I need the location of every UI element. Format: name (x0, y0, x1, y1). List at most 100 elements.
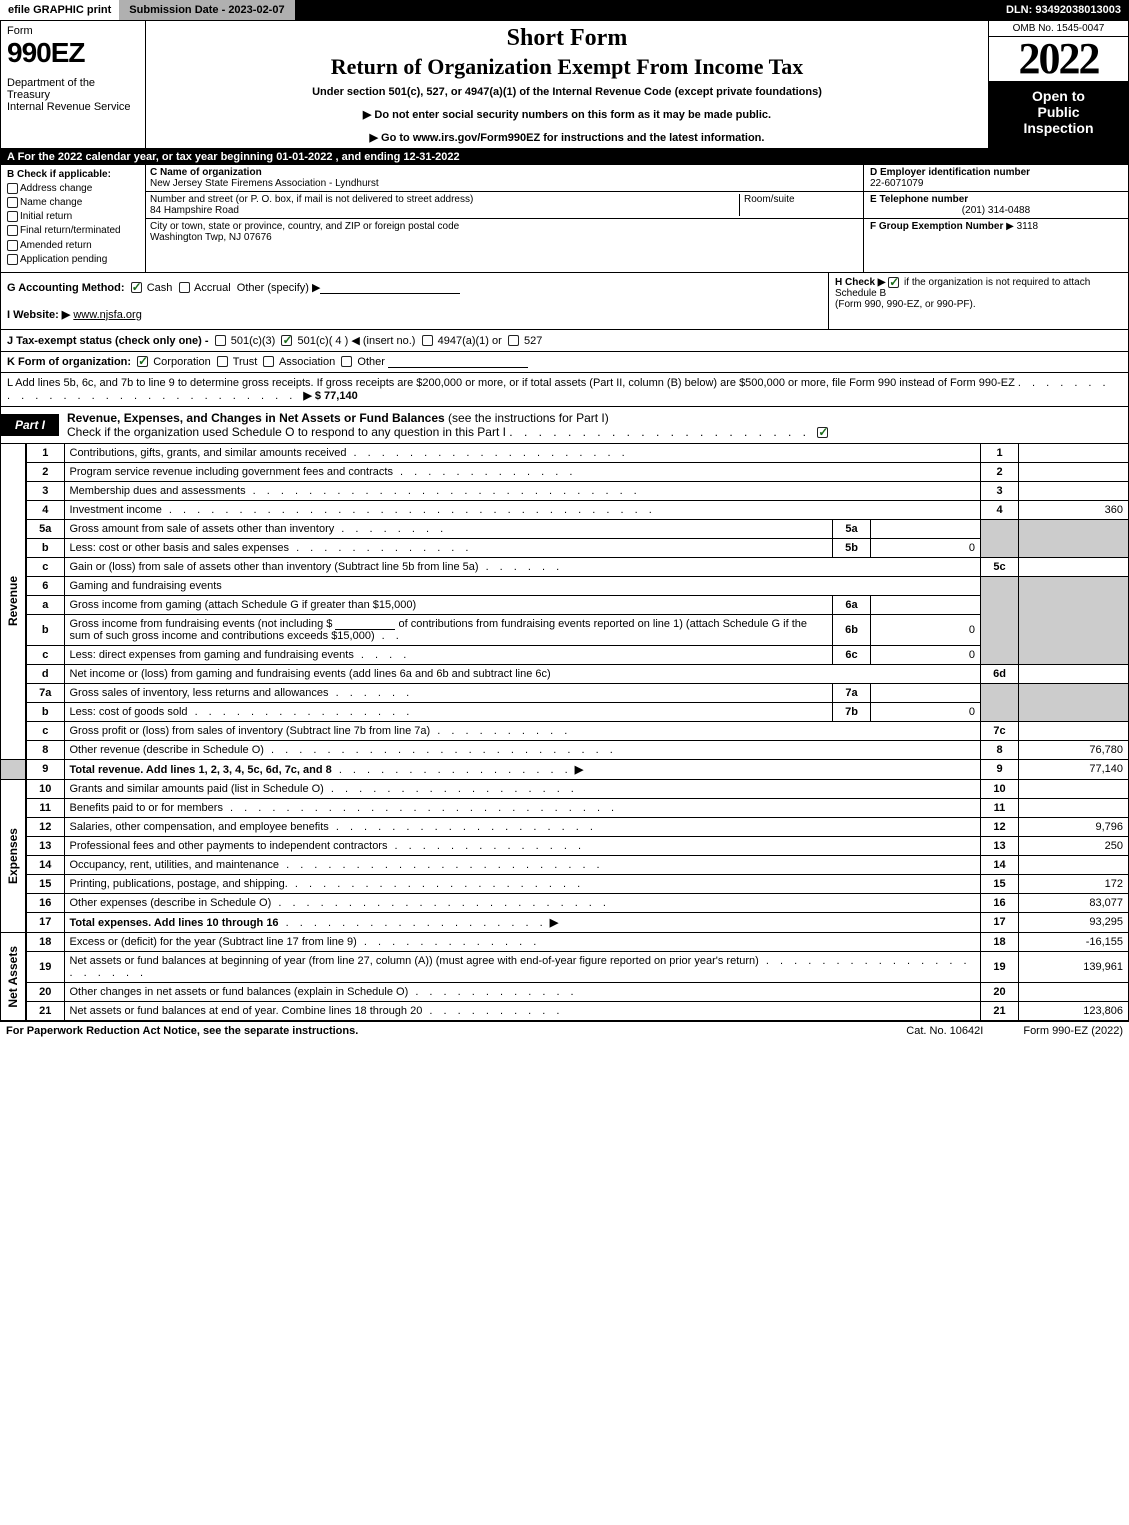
l6d-ref: 6d (981, 664, 1019, 683)
line-18: Net Assets 18 Excess or (deficit) for th… (1, 932, 1129, 951)
tax-year: 2022 (989, 37, 1128, 82)
street-value: 84 Hampshire Road (150, 205, 739, 216)
l20-num: 20 (26, 982, 64, 1001)
chk-schedule-o[interactable] (817, 427, 828, 438)
l14-text: Occupancy, rent, utilities, and maintena… (70, 859, 280, 871)
l9-ref: 9 (981, 759, 1019, 779)
l7b-sref: 7b (833, 702, 871, 721)
l14-amt (1019, 855, 1129, 874)
section-d: D Employer identification number 22-6071… (864, 165, 1128, 192)
chk-501c3[interactable] (215, 335, 226, 346)
line-6: 6 Gaming and fundraising events (1, 576, 1129, 595)
l11-ref: 11 (981, 798, 1019, 817)
line-6d: d Net income or (loss) from gaming and f… (1, 664, 1129, 683)
col-cde: C Name of organization New Jersey State … (146, 165, 1128, 272)
chk-other-org[interactable] (341, 356, 352, 367)
l6d-text: Net income or (loss) from gaming and fun… (64, 664, 981, 683)
l5b-num: b (26, 538, 64, 557)
l6a-num: a (26, 595, 64, 614)
l7ab-gray (981, 683, 1019, 721)
form-header: Form 990EZ Department of the Treasury In… (0, 21, 1129, 149)
chk-cash[interactable] (131, 282, 142, 293)
chk-501c[interactable] (281, 335, 292, 346)
chk-amended-return[interactable]: Amended return (7, 240, 139, 251)
chk-trust[interactable] (217, 356, 228, 367)
footer-center: Cat. No. 10642I (906, 1025, 983, 1037)
chk-application-pending[interactable]: Application pending (7, 254, 139, 265)
l13-text: Professional fees and other payments to … (70, 840, 388, 852)
form-word: Form (7, 25, 139, 37)
l1-text: Contributions, gifts, grants, and simila… (70, 447, 347, 459)
chk-name-change-label: Name change (20, 197, 82, 208)
l5a-samt (871, 519, 981, 538)
chk-corp[interactable] (137, 356, 148, 367)
l4-num: 4 (26, 500, 64, 519)
l8-num: 8 (26, 740, 64, 759)
website-value[interactable]: www.njsfa.org (73, 309, 141, 321)
g-label: G Accounting Method: (7, 282, 125, 294)
line-5c: c Gain or (loss) from sale of assets oth… (1, 557, 1129, 576)
chk-h[interactable] (888, 277, 899, 288)
section-b: B Check if applicable: Address change Na… (1, 165, 146, 272)
l8-text: Other revenue (describe in Schedule O) (70, 744, 264, 756)
chk-name-change[interactable]: Name change (7, 197, 139, 208)
h-label: H Check ▶ (835, 277, 885, 288)
l5a-text: Gross amount from sale of assets other t… (70, 523, 335, 535)
g-cash-label: Cash (147, 282, 173, 294)
section-l: L Add lines 5b, 6c, and 7b to line 9 to … (0, 373, 1129, 407)
l-text: L Add lines 5b, 6c, and 7b to line 9 to … (7, 377, 1015, 389)
j-opt2: 501(c)( 4 ) ◀ (insert no.) (298, 335, 416, 347)
chk-accrual[interactable] (179, 282, 190, 293)
line-7b: b Less: cost of goods sold . . . . . . .… (1, 702, 1129, 721)
l9-text: Total revenue. Add lines 1, 2, 3, 4, 5c,… (70, 764, 332, 776)
l5a-num: 5a (26, 519, 64, 538)
open-to-public: Open to Public Inspection (989, 82, 1128, 148)
group-exempt-label: F Group Exemption Number (870, 221, 1003, 232)
chk-final-return[interactable]: Final return/terminated (7, 225, 139, 236)
k-label: K Form of organization: (7, 356, 131, 368)
line-10: Expenses 10 Grants and similar amounts p… (1, 779, 1129, 798)
city-row: City or town, state or province, country… (146, 219, 863, 245)
l16-num: 16 (26, 893, 64, 912)
l7ab-gray-amt (1019, 683, 1129, 721)
top-bar: efile GRAPHIC print Submission Date - 20… (0, 0, 1129, 21)
k-trust: Trust (233, 356, 258, 368)
l6b-num: b (26, 614, 64, 645)
l10-num: 10 (26, 779, 64, 798)
l10-amt (1019, 779, 1129, 798)
l5b-text: Less: cost or other basis and sales expe… (70, 542, 290, 554)
goto-link-text[interactable]: ▶ Go to www.irs.gov/Form990EZ for instru… (154, 131, 980, 144)
l17-num: 17 (26, 912, 64, 932)
line-16: 16 Other expenses (describe in Schedule … (1, 893, 1129, 912)
l15-text: Printing, publications, postage, and shi… (70, 878, 288, 890)
dept-label: Department of the Treasury (7, 77, 139, 101)
l13-ref: 13 (981, 836, 1019, 855)
l3-text: Membership dues and assessments (70, 485, 246, 497)
l7c-text: Gross profit or (loss) from sales of inv… (70, 725, 431, 737)
chk-527[interactable] (508, 335, 519, 346)
chk-assoc[interactable] (263, 356, 274, 367)
rot-revenue: Revenue (6, 576, 20, 626)
l18-ref: 18 (981, 932, 1019, 951)
chk-address-change[interactable]: Address change (7, 183, 139, 194)
short-form-title: Short Form (154, 25, 980, 52)
part1-title-note: (see the instructions for Part I) (448, 411, 609, 425)
l10-text: Grants and similar amounts paid (list in… (70, 783, 324, 795)
group-exempt-value: ▶ 3118 (1006, 221, 1038, 232)
section-c: C Name of organization New Jersey State … (146, 165, 863, 272)
chk-initial-return[interactable]: Initial return (7, 211, 139, 222)
g-accrual-label: Accrual (194, 282, 231, 294)
l21-text: Net assets or fund balances at end of ye… (70, 1005, 423, 1017)
part1-tag: Part I (1, 414, 59, 436)
chk-4947[interactable] (422, 335, 433, 346)
city-value: Washington Twp, NJ 07676 (150, 232, 859, 243)
k-assoc: Association (279, 356, 335, 368)
chk-amended-label: Amended return (20, 240, 92, 251)
k-other-fill (388, 367, 528, 368)
l9-num: 9 (26, 759, 64, 779)
l5b-samt: 0 (871, 538, 981, 557)
l17-ref: 17 (981, 912, 1019, 932)
line-8: 8 Other revenue (describe in Schedule O)… (1, 740, 1129, 759)
l6c-sref: 6c (833, 645, 871, 664)
l7a-num: 7a (26, 683, 64, 702)
